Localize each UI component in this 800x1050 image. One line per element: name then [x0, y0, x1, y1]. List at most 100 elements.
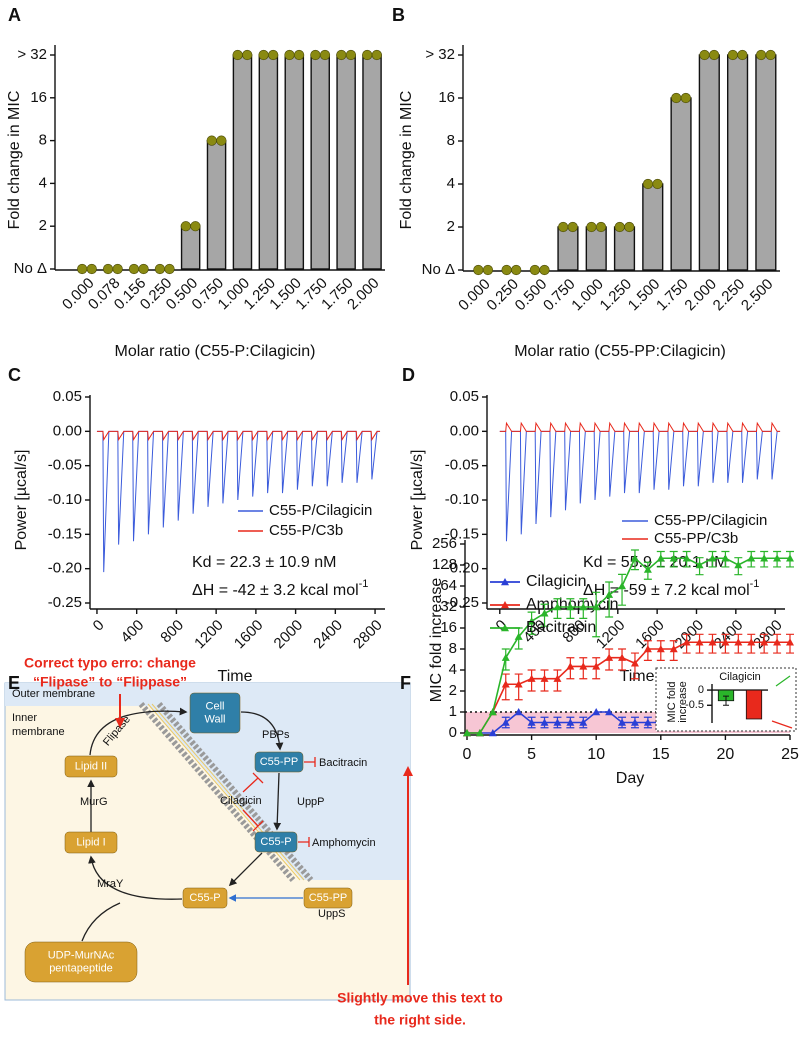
x-axis-label: Molar ratio (C55-PP:Cilagicin) — [514, 343, 726, 360]
marker — [579, 718, 588, 726]
error-bar — [723, 695, 729, 706]
replicate-point — [242, 49, 253, 61]
y-tick-label: 16 — [438, 89, 455, 106]
marker — [721, 554, 730, 562]
replicate-point — [206, 135, 217, 146]
y-tick-label: 0.05 — [53, 388, 82, 405]
marker — [786, 638, 794, 646]
node-label: Lipid II — [75, 760, 107, 772]
marker — [760, 638, 769, 646]
replicate-point — [77, 263, 88, 275]
node-label: C55-P — [260, 836, 291, 848]
bar — [585, 226, 607, 271]
legend-label: C55-P/C3b — [269, 522, 343, 539]
x-axis-label: Time — [620, 668, 655, 685]
region-label: Inner — [12, 712, 37, 724]
annotation-superscript: -1 — [359, 578, 369, 590]
marker — [605, 590, 614, 598]
marker — [605, 708, 614, 716]
node-label: C55-PP — [260, 756, 299, 768]
marker — [501, 653, 510, 661]
annotation-superscript: -1 — [750, 578, 760, 590]
marker — [760, 554, 769, 562]
error-bar — [618, 573, 627, 606]
x-tick-label: 0 — [463, 746, 472, 763]
x-tick-label: 2.250 — [710, 276, 749, 315]
panel-label: E — [8, 673, 20, 693]
replicate-point — [102, 263, 114, 275]
y-tick-label: 0 — [449, 724, 457, 741]
enzyme-label: UppS — [318, 908, 346, 920]
legend-marker — [501, 601, 509, 609]
replicate-point — [86, 263, 97, 275]
y-axis-label: MIC fold — [666, 682, 678, 723]
x-tick-label: 2400 — [310, 617, 346, 653]
replicate-point — [671, 92, 682, 104]
marker — [656, 554, 665, 562]
replicate-point — [624, 221, 635, 233]
series-line — [467, 556, 790, 734]
bar — [180, 225, 201, 270]
x-tick-label: 400 — [118, 617, 148, 647]
replicate-point — [371, 49, 382, 61]
y-axis-label: increase — [677, 681, 689, 723]
replicate-point — [258, 49, 269, 61]
y-tick-label: 64 — [440, 577, 457, 594]
chart-title: Cilagicin — [719, 671, 761, 683]
bar — [726, 54, 749, 271]
arrow — [240, 711, 284, 751]
y-tick-label: 16 — [440, 619, 457, 636]
y-axis-label: Power [µcal/s] — [13, 450, 30, 551]
replicate-point — [595, 221, 607, 233]
replicate-point — [345, 49, 357, 61]
note-text: the right side. — [374, 1012, 466, 1028]
marker — [773, 638, 782, 646]
replicate-point — [529, 264, 540, 276]
marker — [527, 617, 536, 625]
series-line — [499, 421, 781, 432]
replicate-point — [319, 49, 331, 61]
replicate-point — [727, 49, 738, 61]
annotation: ΔH = -42 ± 3.2 kcal mol-1 — [192, 578, 368, 599]
marker — [747, 638, 756, 646]
x-tick-label: 0 — [90, 617, 108, 635]
legend-label: Bacitracin — [526, 619, 596, 636]
y-tick-label: 0.00 — [53, 422, 82, 439]
marker — [514, 708, 523, 716]
y-tick-label: 2 — [447, 218, 455, 235]
legend-label: Cilagicin — [526, 573, 586, 590]
inhibition — [242, 772, 264, 832]
x-tick-label: 1200 — [191, 617, 227, 653]
y-tick-label: > 32 — [17, 46, 47, 63]
x-tick-label: 2.500 — [738, 276, 777, 315]
node-label: UDP-MurNAc — [48, 949, 115, 961]
marker — [566, 662, 575, 670]
node — [64, 831, 118, 854]
y-tick-label: -0.20 — [48, 560, 82, 577]
y-tick-label: 0.05 — [450, 388, 479, 405]
bar — [745, 689, 763, 720]
marker — [708, 554, 717, 562]
marker — [734, 638, 743, 646]
bar — [336, 54, 356, 270]
arrow — [88, 855, 183, 900]
y-tick-label: 4 — [449, 661, 457, 678]
replicate-point — [680, 92, 691, 104]
node — [254, 831, 298, 853]
review-notes: Correct typo erro: change “Flipase” to “… — [24, 655, 503, 1028]
x-tick-label: 1200 — [593, 617, 629, 653]
replicate-point — [652, 178, 663, 190]
panel-label: A — [8, 5, 21, 25]
bar — [258, 54, 279, 270]
error-bar — [605, 581, 614, 618]
series-line — [96, 430, 381, 442]
panel-label: D — [402, 365, 415, 385]
x-axis-label: Molar ratio (C55-P:Cilagicin) — [115, 343, 316, 360]
marker — [553, 674, 562, 682]
y-tick-label: 2 — [449, 682, 457, 699]
marker — [630, 718, 639, 726]
replicate-point — [501, 264, 512, 276]
y-tick-label: -0.10 — [48, 491, 82, 508]
x-tick-label: 0.500 — [512, 276, 551, 315]
arrow — [228, 852, 263, 887]
